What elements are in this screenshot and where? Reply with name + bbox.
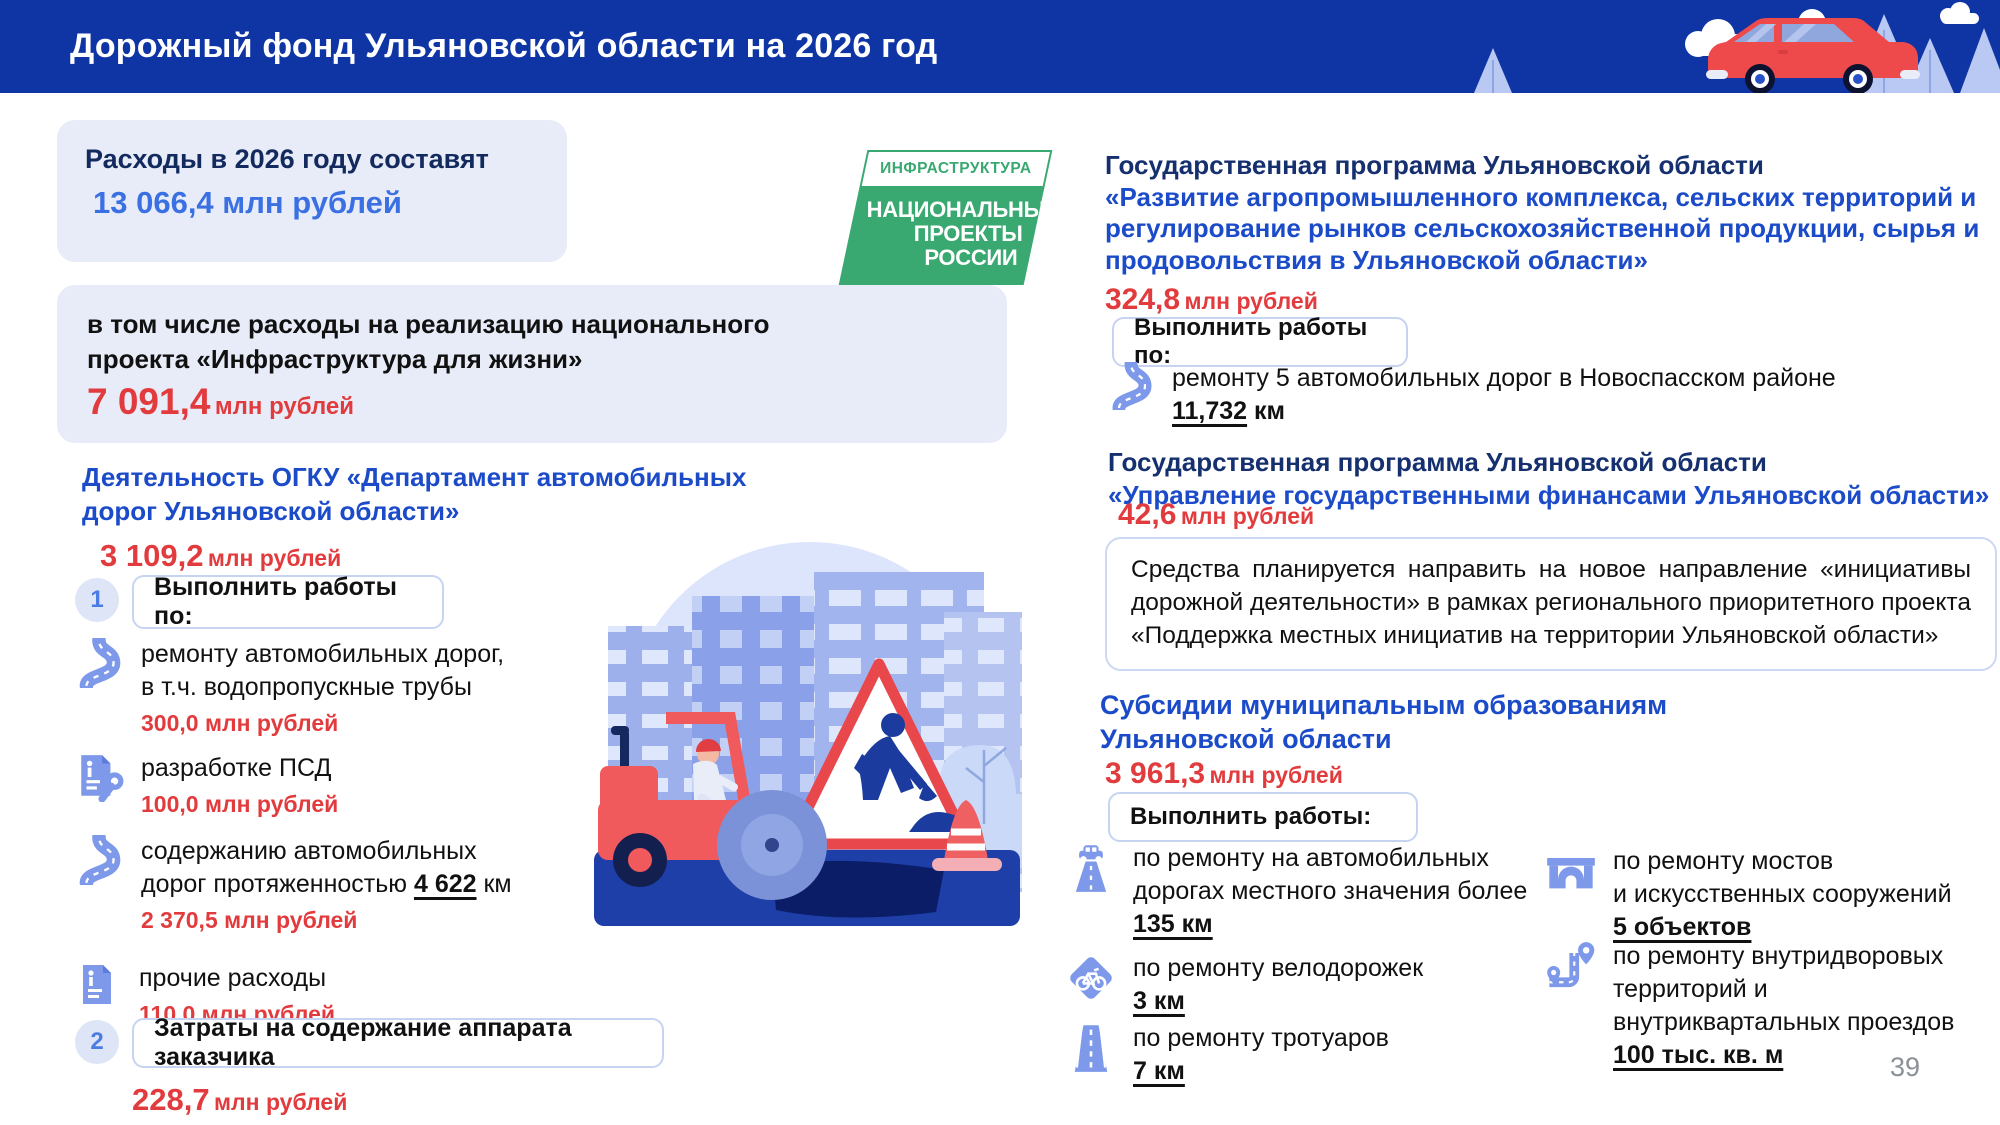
subsidy-item-sidewalks: по ремонту тротуаров 7 км <box>1065 1022 1389 1088</box>
expenses-summary-card: Расходы в 2026 году составят 13 066,4 мл… <box>57 120 567 262</box>
subsidy-item-bridges: по ремонту мостов и искусственных сооруж… <box>1545 845 1952 944</box>
document-icon <box>83 965 111 1004</box>
program1-title: Государственная программа Ульяновской об… <box>1105 150 1980 275</box>
national-project-card: в том числе расходы на реализацию национ… <box>57 285 1007 443</box>
np-text-line2: проекта «Инфраструктура для жизни» <box>87 344 583 374</box>
np-value: 7 091,4 <box>87 381 211 422</box>
subsidies-title: Субсидии муниципальным образованиям Улья… <box>1100 690 1668 754</box>
program2-title: Государственная программа Ульяновской об… <box>1108 447 1990 510</box>
subsidy-item-bike-paths: по ремонту велодорожек 3 км <box>1065 952 1423 1018</box>
ogku-section-title: Деятельность ОГКУ «Департамент автомобил… <box>82 462 747 526</box>
program1-works-box: Выполнить работы по: <box>1112 314 1408 369</box>
list-item-maintenance: содержанию автомобильных дорог протяженн… <box>75 835 512 934</box>
program2-amount: 42,6 млн рублей <box>1118 498 1315 531</box>
page-number: 39 <box>1890 1052 1921 1082</box>
list-item-road-repair: ремонту автомобильных дорог, в т.ч. водо… <box>75 638 504 737</box>
program1-item: ремонту 5 автомобильных дорог в Новоспас… <box>1108 362 1836 428</box>
program2-note-box: Средства планируется направить на новое … <box>1105 537 1997 671</box>
roadworks-sign-icon <box>784 658 974 850</box>
subsidy-item-local-roads: по ремонту на автомобильных дорогах мест… <box>1065 842 1527 941</box>
road-icon <box>79 638 121 688</box>
car-road-icon <box>1075 845 1107 892</box>
bridge-icon <box>1547 858 1595 889</box>
traffic-cone-icon <box>932 800 1002 871</box>
step2-number-badge: 2 <box>75 1020 119 1064</box>
step2-amount: 228,7 млн рублей <box>132 1082 348 1117</box>
road-roller-icon <box>598 712 827 900</box>
step1-number-badge: 1 <box>75 578 119 622</box>
national-projects-logo: ИНФРАСТРУКТУРА НАЦИОНАЛЬНЫЕ ПРОЕКТЫ РОСС… <box>838 150 1059 286</box>
subsidies-amount: 3 961,3 млн рублей <box>1105 757 1343 790</box>
map-pins-icon <box>1547 942 1595 988</box>
np-value-unit: млн рублей <box>214 393 355 420</box>
subsidies-works-box: Выполнить работы: <box>1108 792 1418 842</box>
car-icon <box>1706 18 1920 93</box>
expenses-value: 13 066,4 млн рублей <box>93 185 402 220</box>
sidewalk-icon <box>1074 1025 1108 1072</box>
np-text-line1: в том числе расходы на реализацию национ… <box>87 309 770 339</box>
program1-amount: 324,8 млн рублей <box>1105 283 1318 316</box>
np-logo-green: НАЦИОНАЛЬНЫЕ ПРОЕКТЫ РОССИИ <box>838 188 1059 286</box>
road-icon <box>1112 362 1152 410</box>
page-title: Дорожный фонд Ульяновской области на 202… <box>70 27 938 65</box>
roadworks-illustration <box>594 542 1022 926</box>
document-wrench-icon <box>81 755 124 802</box>
list-item-psd: разработке ПСД 100,0 млн рублей <box>75 752 338 818</box>
header-car-illustration <box>1474 2 2000 93</box>
step1-label-box: Выполнить работы по: <box>132 573 444 630</box>
expenses-label: Расходы в 2026 году составят <box>85 144 489 174</box>
subsidy-item-courtyards: по ремонту внутридворовых территорий и в… <box>1545 940 1954 1072</box>
ogku-amount: 3 109,2 млн рублей <box>100 538 342 573</box>
header-bar: Дорожный фонд Ульяновской области на 202… <box>0 0 2000 93</box>
road-icon <box>79 835 121 885</box>
np-logo-top: ИНФРАСТРУКТУРА <box>859 150 1053 188</box>
car-wheel-icon <box>1745 64 1873 93</box>
bike-sign-icon <box>1070 957 1112 999</box>
step2-label-box: Затраты на содержание аппарата заказчика <box>132 1014 664 1071</box>
